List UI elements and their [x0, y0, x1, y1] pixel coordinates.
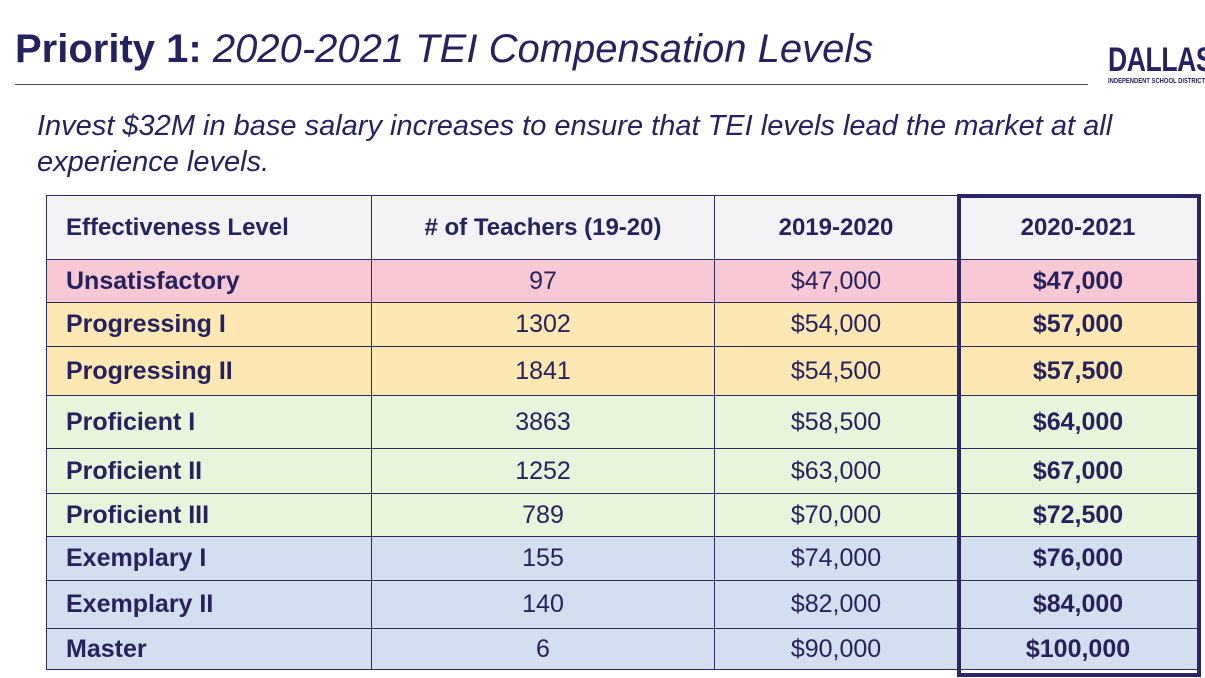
salary-2020-2021-cell: $47,000: [957, 259, 1199, 303]
salary-2020-2021-cell: $84,000: [957, 580, 1199, 629]
teacher-count-cell: 1302: [371, 302, 715, 347]
teacher-count-cell: 97: [371, 259, 715, 303]
level-cell: Proficient II: [46, 448, 372, 494]
level-cell: Exemplary I: [46, 536, 372, 581]
salary-2019-2020-cell: $47,000: [714, 259, 958, 303]
table-row: Unsatisfactory 97 $47,000 $47,000: [46, 259, 1199, 303]
table-row: Proficient I 3863 $58,500 $64,000: [46, 395, 1199, 449]
salary-2019-2020-cell: $74,000: [714, 536, 958, 581]
salary-2020-2021-cell: $67,000: [957, 448, 1199, 494]
title-prefix: Priority 1:: [15, 27, 202, 71]
table-header-row: Effectiveness Level # of Teachers (19-20…: [46, 195, 1199, 260]
salary-2020-2021-cell: $72,500: [957, 493, 1199, 537]
salary-2019-2020-cell: $63,000: [714, 448, 958, 494]
subtitle: Invest $32M in base salary increases to …: [37, 110, 1113, 178]
level-cell: Progressing II: [46, 346, 372, 396]
salary-2019-2020-cell: $54,000: [714, 302, 958, 347]
title-main: 2020-2021 TEI Compensation Levels: [212, 27, 874, 71]
table-row: Progressing II 1841 $54,500 $57,500: [46, 346, 1199, 396]
table-row: Exemplary II 140 $82,000 $84,000: [46, 580, 1199, 629]
header-teacher-count: # of Teachers (19-20): [371, 195, 715, 260]
header-2019-2020: 2019-2020: [714, 195, 958, 260]
compensation-table: Effectiveness Level # of Teachers (19-20…: [46, 195, 1199, 670]
table-row: Progressing I 1302 $54,000 $57,000: [46, 302, 1199, 347]
teacher-count-cell: 6: [371, 628, 715, 670]
level-cell: Proficient I: [46, 395, 372, 449]
header-effectiveness-level: Effectiveness Level: [46, 195, 372, 260]
salary-2020-2021-cell: $64,000: [957, 395, 1199, 449]
table-row: Proficient II 1252 $63,000 $67,000: [46, 448, 1199, 494]
logo-subtext: INDEPENDENT SCHOOL DISTRICT: [1108, 76, 1205, 85]
header-2020-2021: 2020-2021: [957, 195, 1199, 260]
level-cell: Unsatisfactory: [46, 259, 372, 303]
level-cell: Exemplary II: [46, 580, 372, 629]
salary-2019-2020-cell: $70,000: [714, 493, 958, 537]
page-title: Priority 1: 2020-2021 TEI Compensation L…: [15, 26, 873, 72]
salary-2020-2021-cell: $57,500: [957, 346, 1199, 396]
table-row: Proficient III 789 $70,000 $72,500: [46, 493, 1199, 537]
level-cell: Progressing I: [46, 302, 372, 347]
teacher-count-cell: 140: [371, 580, 715, 629]
teacher-count-cell: 1252: [371, 448, 715, 494]
salary-2020-2021-cell: $57,000: [957, 302, 1199, 347]
teacher-count-cell: 155: [371, 536, 715, 581]
teacher-count-cell: 3863: [371, 395, 715, 449]
teacher-count-cell: 1841: [371, 346, 715, 396]
district-logo: DALLAS INDEPENDENT SCHOOL DISTRICT: [1108, 44, 1205, 85]
salary-2019-2020-cell: $90,000: [714, 628, 958, 670]
table-row: Exemplary I 155 $74,000 $76,000: [46, 536, 1199, 581]
title-divider: [15, 84, 1088, 85]
salary-2019-2020-cell: $58,500: [714, 395, 958, 449]
teacher-count-cell: 789: [371, 493, 715, 537]
level-cell: Master: [46, 628, 372, 670]
salary-2020-2021-cell: $76,000: [957, 536, 1199, 581]
logo-word: DALLAS: [1108, 44, 1205, 79]
level-cell: Proficient III: [46, 493, 372, 537]
salary-2019-2020-cell: $82,000: [714, 580, 958, 629]
table-row: Master 6 $90,000 $100,000: [46, 628, 1199, 670]
salary-2020-2021-cell: $100,000: [957, 628, 1199, 670]
salary-2019-2020-cell: $54,500: [714, 346, 958, 396]
